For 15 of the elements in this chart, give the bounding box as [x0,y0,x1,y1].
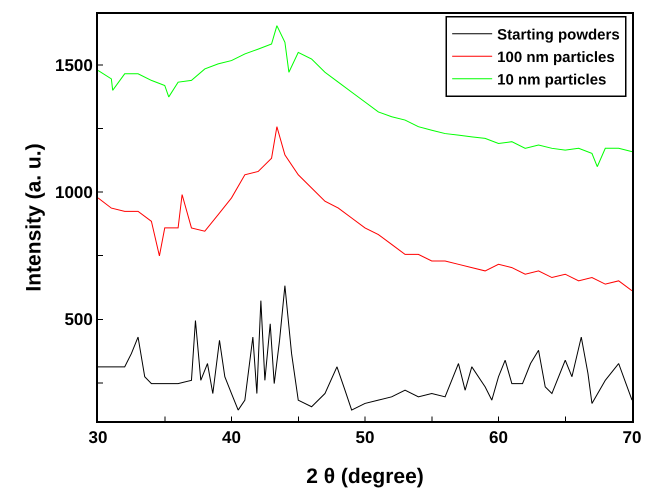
legend-label: Starting powders [497,26,620,44]
line-series [98,126,632,292]
y-tick-label: 1500 [55,56,93,75]
y-tick-label: 500 [64,310,93,330]
line-series [98,25,632,168]
legend-label: 100 nm particles [497,49,615,66]
legend-label: 10 nm particles [497,72,606,89]
y-tick-label: 1000 [55,183,93,202]
x-tick-label: 70 [622,428,642,448]
x-tick-label: 50 [356,428,374,448]
x-axis-title: 2 θ (degree) [306,464,424,488]
x-tick-label: 60 [489,428,508,448]
y-axis-title: Intensity (a. u.) [22,143,46,292]
x-tick-label: 40 [222,428,241,448]
x-tick-label: 30 [88,428,108,448]
